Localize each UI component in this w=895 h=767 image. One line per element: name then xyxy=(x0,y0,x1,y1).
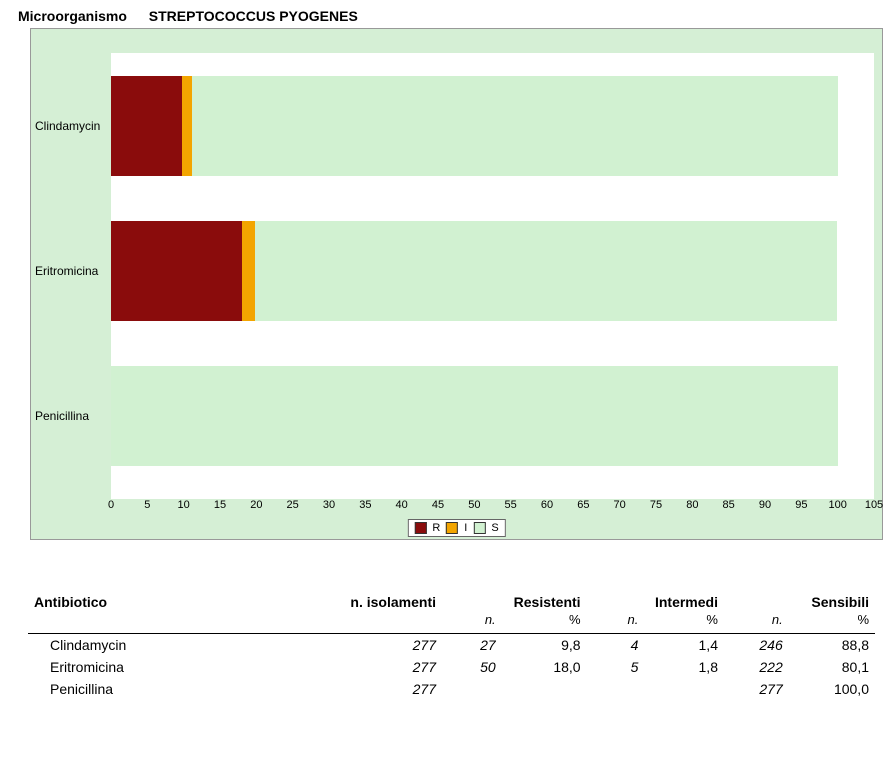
x-axis: 0 5 10 15 20 25 30 35 40 45 50 55 60 65 70 75 80 85 90 95 10… xyxy=(111,499,874,517)
bar-segment-i xyxy=(242,221,255,321)
col-sensitive: Sensibili xyxy=(724,590,875,612)
x-tick: 100 xyxy=(828,499,846,511)
x-tick: 40 xyxy=(396,499,408,511)
data-table: Antibiotico n. isolamenti Resistenti Int… xyxy=(28,590,875,700)
x-tick: 90 xyxy=(759,499,771,511)
x-tick: 35 xyxy=(359,499,371,511)
chart-legend: RIS xyxy=(407,519,505,537)
y-axis-label: Penicillina xyxy=(35,409,105,423)
col-resistant: Resistenti xyxy=(442,590,587,612)
y-axis-label: Clindamycin xyxy=(35,119,105,133)
legend-swatch-s xyxy=(473,522,485,534)
x-tick: 5 xyxy=(144,499,150,511)
bar-row: Clindamycin xyxy=(111,76,874,176)
table-cell: 1,8 xyxy=(644,656,724,678)
header: Microorganismo STREPTOCOCCUS PYOGENES xyxy=(0,0,895,28)
table-cell xyxy=(587,678,645,700)
legend-swatch-i xyxy=(446,522,458,534)
x-tick: 85 xyxy=(723,499,735,511)
table-row: Penicillina277277100,0 xyxy=(28,678,875,700)
table-cell: Penicillina xyxy=(28,678,300,700)
legend-label-s: S xyxy=(491,522,498,534)
sub-s-pct: % xyxy=(789,612,875,634)
x-tick: 55 xyxy=(505,499,517,511)
table-cell xyxy=(442,678,502,700)
table-cell: 9,8 xyxy=(502,634,587,656)
x-tick: 95 xyxy=(795,499,807,511)
table-cell: 277 xyxy=(300,634,442,656)
x-tick: 30 xyxy=(323,499,335,511)
bar-segment-i xyxy=(182,76,192,176)
bar-segment-s xyxy=(111,366,838,466)
col-isolates: n. isolamenti xyxy=(300,590,442,612)
x-tick: 20 xyxy=(250,499,262,511)
table-cell xyxy=(644,678,724,700)
bar-segment-s xyxy=(192,76,837,176)
sub-i-pct: % xyxy=(644,612,724,634)
x-tick: 105 xyxy=(865,499,883,511)
table-cell: 27 xyxy=(442,634,502,656)
bar-row: Eritromicina xyxy=(111,221,874,321)
col-antibiotic: Antibiotico xyxy=(28,590,300,612)
legend-swatch-r xyxy=(414,522,426,534)
x-tick: 10 xyxy=(178,499,190,511)
table-cell xyxy=(502,678,587,700)
table-cell: 18,0 xyxy=(502,656,587,678)
table-cell: 80,1 xyxy=(789,656,875,678)
x-tick: 80 xyxy=(686,499,698,511)
col-intermediate: Intermedi xyxy=(587,590,724,612)
bar-segment-s xyxy=(255,221,837,321)
table-cell: 4 xyxy=(587,634,645,656)
table-cell: 277 xyxy=(300,678,442,700)
header-label: Microorganismo xyxy=(18,8,127,24)
legend-label-i: I xyxy=(464,522,467,534)
table-cell: 5 xyxy=(587,656,645,678)
sub-s-n: n. xyxy=(724,612,789,634)
y-axis-label: Eritromicina xyxy=(35,264,105,278)
table-cell: 222 xyxy=(724,656,789,678)
sub-r-n: n. xyxy=(442,612,502,634)
table-cell: Clindamycin xyxy=(28,634,300,656)
legend-label-r: R xyxy=(432,522,440,534)
table-cell: 277 xyxy=(300,656,442,678)
x-tick: 50 xyxy=(468,499,480,511)
plot-area: Clindamycin Eritromicina Penicillina xyxy=(111,53,874,499)
x-tick: 70 xyxy=(614,499,626,511)
bar-segment-r xyxy=(111,221,242,321)
table-row: Eritromicina2775018,051,822280,1 xyxy=(28,656,875,678)
x-tick: 0 xyxy=(108,499,114,511)
table-cell: Eritromicina xyxy=(28,656,300,678)
susceptibility-chart: Clindamycin Eritromicina Penicillina 0 5 10 1… xyxy=(30,28,883,540)
data-table-wrap: Antibiotico n. isolamenti Resistenti Int… xyxy=(28,590,875,700)
x-tick: 75 xyxy=(650,499,662,511)
table-cell: 1,4 xyxy=(644,634,724,656)
x-tick: 45 xyxy=(432,499,444,511)
sub-r-pct: % xyxy=(502,612,587,634)
x-tick: 25 xyxy=(287,499,299,511)
table-cell: 246 xyxy=(724,634,789,656)
table-row: Clindamycin277279,841,424688,8 xyxy=(28,634,875,656)
x-tick: 65 xyxy=(577,499,589,511)
table-cell: 100,0 xyxy=(789,678,875,700)
bar-segment-r xyxy=(111,76,182,176)
header-value: STREPTOCOCCUS PYOGENES xyxy=(149,8,358,24)
x-tick: 60 xyxy=(541,499,553,511)
table-cell: 50 xyxy=(442,656,502,678)
table-cell: 88,8 xyxy=(789,634,875,656)
x-tick: 15 xyxy=(214,499,226,511)
bar-row: Penicillina xyxy=(111,366,874,466)
sub-i-n: n. xyxy=(587,612,645,634)
table-cell: 277 xyxy=(724,678,789,700)
